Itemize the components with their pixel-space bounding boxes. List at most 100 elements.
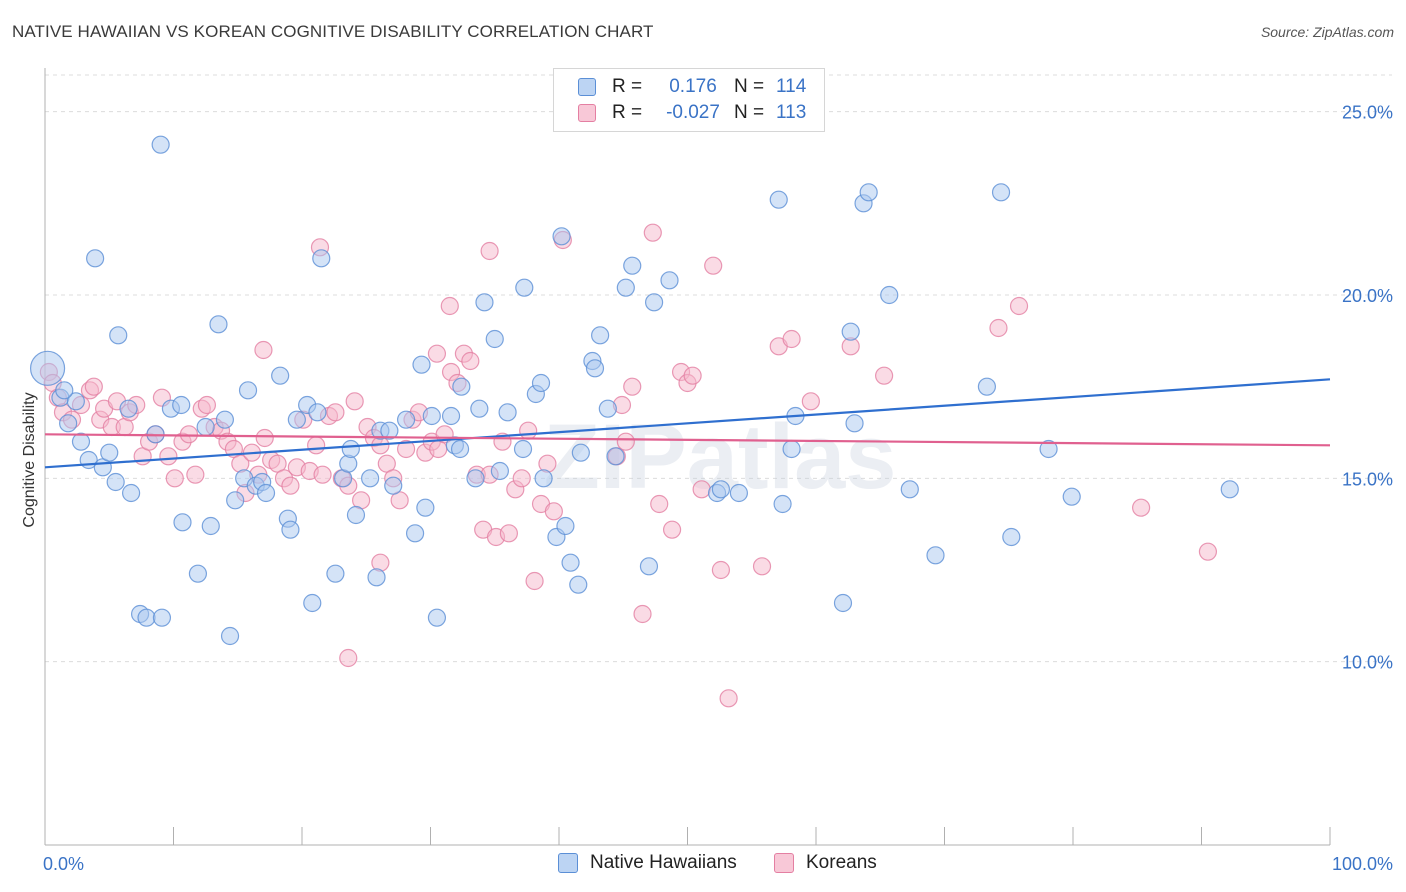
native-hawaiian-point: [172, 395, 191, 415]
source-prefix: Source:: [1260, 24, 1314, 40]
native-hawaiian-point: [623, 256, 642, 275]
native-hawaiian-point: [287, 410, 306, 429]
native-hawaiian-point: [639, 557, 659, 576]
native-hawaiian-point: [450, 439, 470, 459]
koreans-trend-line: [44, 433, 1331, 447]
native-hawaiian-point: [498, 403, 517, 422]
korean-point: [396, 439, 416, 459]
series-label: Native Hawaiians: [590, 852, 737, 873]
native-hawaiian-point: [416, 498, 435, 517]
source-name: ZipAtlas.com: [1313, 24, 1394, 40]
native-hawaiian-point: [238, 381, 258, 400]
native-hawaiian-point: [137, 608, 156, 627]
korean-point: [544, 502, 563, 521]
native-hawaiian-point: [361, 469, 380, 488]
native-hawaiian-point: [55, 381, 74, 400]
legend-r-value: -0.027: [666, 102, 720, 123]
korean-point: [165, 469, 184, 488]
native-hawaiian-point: [303, 593, 322, 613]
korean-point: [1009, 296, 1029, 316]
native-hawaiian-point: [900, 480, 919, 499]
korean-point: [525, 571, 544, 591]
legend-swatch-blue: [578, 78, 596, 96]
native-hawaiian-point: [1062, 487, 1081, 506]
native-hawaiian-point: [616, 278, 635, 297]
native-hawaiian-point: [552, 227, 571, 246]
korean-point: [440, 296, 459, 316]
korean-point: [461, 351, 480, 371]
native-hawaiian-point: [534, 469, 553, 488]
native-hawaiian-point: [466, 469, 485, 488]
native-hawaiian-point: [841, 322, 860, 341]
series-label: Koreans: [806, 852, 877, 873]
korean-point: [683, 366, 702, 385]
korean-point: [650, 494, 669, 514]
native-hawaiian-point: [86, 249, 105, 268]
korean-point: [339, 648, 358, 668]
korean-point: [623, 377, 642, 396]
native-hawaiian-point: [660, 271, 679, 290]
korean-point: [692, 480, 711, 499]
korean-point: [326, 403, 345, 422]
korean-point: [179, 425, 199, 444]
native-hawaiian-point: [773, 494, 792, 514]
korean-point: [307, 436, 326, 455]
korean-point: [704, 256, 723, 275]
legend-r-label: R =: [612, 76, 643, 97]
series-swatch-pink: [774, 853, 794, 873]
korean-point: [782, 329, 801, 349]
y-tick-label: 20.0%: [1342, 286, 1393, 306]
native-hawaiian-point: [422, 406, 441, 426]
trend-layer: [44, 378, 1331, 469]
korean-point: [801, 392, 820, 411]
native-hawaiian-point: [470, 399, 489, 418]
native-hawaiian-point: [991, 183, 1011, 202]
native-hawaiian-point: [729, 483, 749, 503]
native-hawaiian-point: [531, 373, 551, 393]
native-hawaiian-point: [151, 135, 170, 154]
native-hawaiian-point: [1220, 480, 1239, 499]
native-hawaiian-point: [427, 608, 447, 627]
series-legend-native-hawaiians: Native Hawaiians: [558, 852, 737, 874]
native-hawaiian-point: [782, 439, 801, 459]
korean-point: [1132, 498, 1151, 517]
korean-point: [186, 465, 205, 484]
legend-n-value: 114: [776, 76, 807, 97]
native-hawaiian-point: [71, 432, 91, 451]
native-hawaiian-point: [490, 461, 509, 481]
korean-point: [662, 520, 682, 539]
korean-point: [616, 432, 635, 451]
native-hawaiian-point: [711, 480, 731, 499]
native-hawaiian-point: [1039, 439, 1058, 459]
korean-point: [281, 476, 300, 495]
native-hawaiian-point: [606, 447, 625, 466]
native-hawaiian-point: [256, 483, 276, 503]
korean-point: [711, 560, 731, 580]
native-hawaiian-point: [845, 414, 864, 433]
native-hawaiian-point: [561, 553, 580, 572]
native-hawaiian-point: [380, 421, 399, 440]
native-hawaiians-trend-line: [44, 378, 1331, 469]
native-hawaiian-point: [412, 355, 431, 374]
native-hawaiian-point: [644, 293, 664, 312]
native-hawaiian-point: [341, 439, 360, 459]
native-hawaiian-point: [977, 377, 997, 396]
x-tick-label: 100.0%: [1332, 854, 1393, 874]
chart-title: NATIVE HAWAIIAN VS KOREAN COGNITIVE DISA…: [12, 22, 654, 41]
y-tick-label: 25.0%: [1342, 103, 1393, 123]
native-hawaiian-point: [513, 439, 533, 459]
native-hawaiian-point: [173, 513, 192, 532]
native-hawaiian-point: [591, 326, 610, 345]
korean-point: [519, 421, 538, 440]
legend-n-label: N =: [734, 102, 765, 123]
korean-point: [313, 465, 332, 484]
native-hawaiian-point: [106, 472, 125, 492]
korean-point: [84, 377, 103, 396]
native-hawaiian-point: [109, 326, 128, 345]
native-hawaiian-point: [396, 410, 416, 429]
series-legend-koreans: Koreans: [774, 852, 877, 874]
native-hawaiian-point: [585, 359, 605, 378]
native-hawaiian-point: [384, 476, 403, 495]
native-hawaiian-point: [326, 564, 345, 583]
korean-point: [989, 318, 1008, 338]
